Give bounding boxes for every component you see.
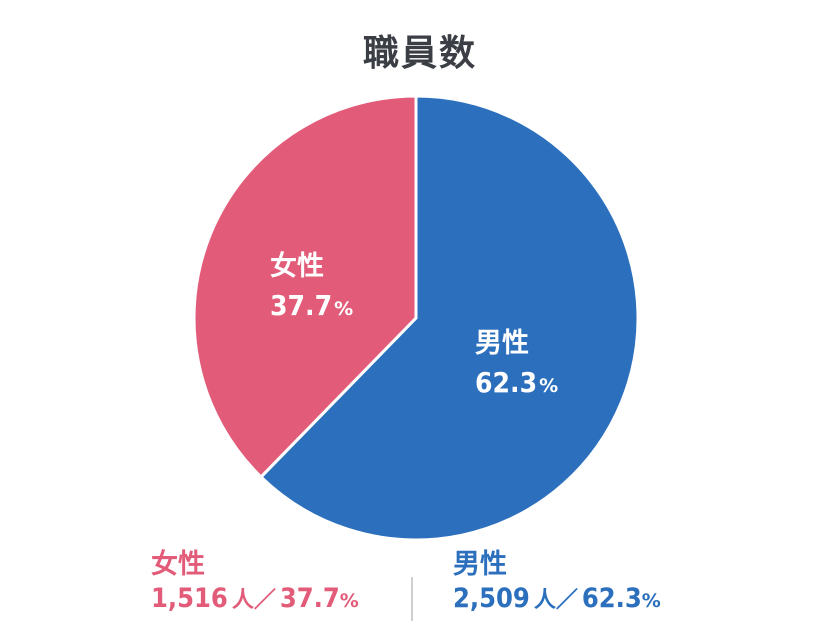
summary-female: 女性 1,516 人／ 37.7% (151, 548, 359, 618)
slice-percent-female: 37.7% (270, 289, 353, 322)
summary-male-name: 男性 (453, 549, 507, 580)
summary-female-pct-sign: % (339, 590, 359, 612)
summary-male-detail: 2,509 人／ 62.3% (453, 582, 661, 618)
summary-male-percent: 62.3 (581, 583, 642, 614)
slice-label-male: 男性 (475, 328, 529, 359)
pie-slice-male (259, 94, 640, 542)
slice-label-female: 女性 (270, 250, 324, 282)
summary-male: 男性 2,509 人／ 62.3% (453, 548, 661, 618)
slice-percent-male: 62.3% (475, 366, 558, 399)
chart-title: 職員数 (362, 33, 477, 74)
pie-slice-female (192, 94, 418, 479)
summary-male-count: 2,509 (453, 583, 530, 614)
summary-female-name: 女性 (151, 549, 205, 580)
summary-female-unit: 人／ (231, 588, 276, 613)
summary-male-unit: 人／ (533, 588, 578, 613)
summary-female-detail: 1,516 人／ 37.7% (151, 582, 359, 618)
summary-male-pct-sign: % (641, 590, 661, 612)
summary-female-count: 1,516 (151, 583, 228, 614)
summary-divider (411, 577, 413, 621)
summary-female-percent: 37.7 (279, 583, 340, 614)
